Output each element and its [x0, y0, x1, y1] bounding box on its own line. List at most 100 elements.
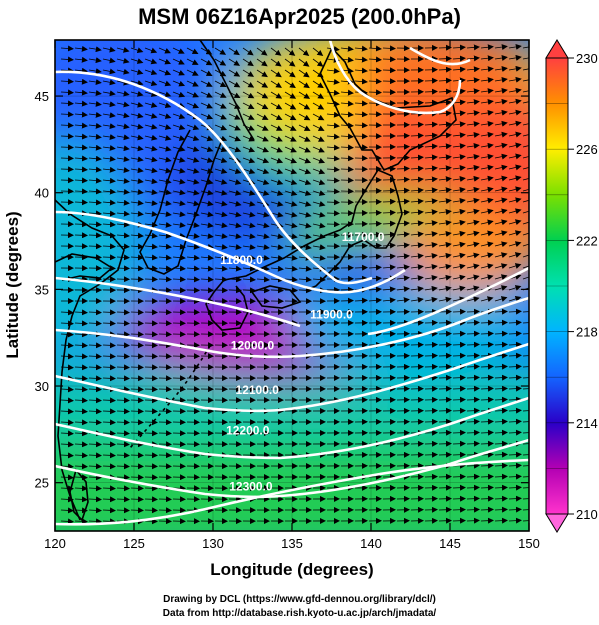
wind-vector: [452, 252, 466, 259]
wind-vector: [158, 221, 172, 228]
wind-vector: [130, 265, 144, 272]
wind-vector: [508, 295, 522, 302]
wind-vector: [116, 90, 130, 97]
wind-vector: [480, 230, 494, 237]
wind-vector: [382, 253, 396, 260]
wind-vector: [228, 124, 241, 131]
wind-vector: [382, 45, 396, 52]
wind-vector: [298, 135, 311, 142]
wind-vector: [494, 44, 508, 51]
wind-vector: [494, 241, 508, 248]
wind-vector: [494, 186, 508, 193]
wind-vector: [508, 484, 522, 491]
wind-vector: [494, 418, 508, 425]
wind-vector: [494, 66, 508, 72]
y-tick-label: 40: [35, 186, 49, 201]
wind-vector: [60, 320, 74, 327]
wind-vector: [186, 135, 200, 142]
wind-vector: [102, 507, 116, 514]
wind-vector: [144, 47, 158, 54]
wind-vector: [494, 175, 508, 182]
wind-vector: [256, 168, 270, 175]
wind-vector: [228, 200, 242, 207]
wind-vector: [270, 200, 284, 207]
wind-vector: [284, 211, 298, 218]
credit-drawing: Drawing by DCL (https://www.gfd-dennou.o…: [163, 594, 436, 605]
wind-vector: [116, 68, 130, 75]
wind-vector: [74, 397, 88, 404]
wind-vector: [466, 418, 480, 425]
contour-line: [55, 276, 301, 328]
wind-vector: [508, 263, 522, 269]
wind-vector: [424, 209, 438, 216]
wind-vector: [368, 286, 382, 293]
wind-vector: [270, 102, 283, 110]
wind-vector: [144, 112, 158, 119]
wind-vector: [228, 233, 242, 240]
wind-vector: [60, 441, 74, 448]
coast-ryukyu: [129, 345, 211, 449]
wind-vector: [508, 473, 522, 480]
wind-vector: [214, 47, 227, 55]
wind-vector: [508, 131, 522, 138]
wind-vector: [74, 375, 88, 382]
wind-vector: [438, 187, 452, 194]
contour-label: 11900.0: [310, 307, 353, 321]
wind-vector: [116, 342, 130, 349]
x-tick-label: 125: [123, 536, 145, 551]
wind-vector: [466, 55, 480, 62]
wind-vector: [228, 211, 242, 218]
wind-vector: [228, 69, 241, 77]
wind-vector: [466, 99, 480, 106]
wind-vector: [102, 123, 116, 130]
wind-vector: [452, 165, 466, 172]
wind-vector: [508, 142, 522, 149]
wind-vector: [158, 69, 172, 76]
wind-vector: [60, 45, 74, 52]
wind-vector: [466, 484, 480, 491]
wind-vector: [410, 264, 424, 271]
wind-vector: [508, 252, 522, 258]
wind-vector: [256, 179, 270, 185]
wind-vector: [298, 276, 312, 283]
wind-vector: [88, 408, 102, 415]
wind-vector: [424, 296, 438, 303]
wind-vector: [270, 157, 284, 164]
wind-vector: [88, 452, 102, 459]
wind-vector: [116, 353, 130, 360]
y-axis-ticks: 25 30 35 40 45: [35, 89, 529, 491]
wind-vector: [508, 98, 522, 105]
wind-vector: [326, 177, 340, 184]
wind-vector: [312, 91, 325, 99]
wind-vector: [466, 374, 480, 381]
wind-vector: [200, 211, 214, 218]
wind-vector: [326, 166, 340, 173]
wind-vector: [508, 197, 522, 204]
wind-vector: [438, 165, 452, 172]
wind-vector: [256, 69, 268, 78]
wind-vector: [494, 87, 508, 94]
wind-vector: [494, 120, 508, 127]
wind-vector: [326, 111, 340, 118]
wind-vector: [102, 177, 116, 184]
wind-vector: [242, 276, 256, 283]
wind-vector: [116, 320, 130, 327]
wind-vector: [424, 274, 438, 281]
contour-label: 11700.0: [342, 230, 385, 244]
contour-line: [328, 40, 462, 115]
wind-vector: [368, 264, 382, 271]
wind-vector: [284, 113, 297, 121]
wind-vector: [382, 198, 396, 205]
wind-vector: [214, 124, 228, 131]
wind-vector: [144, 156, 158, 163]
wind-vector: [242, 200, 256, 207]
wind-vector: [410, 187, 424, 194]
wind-vector: [130, 243, 144, 250]
wind-vector: [242, 244, 256, 251]
wind-vector: [172, 211, 186, 218]
wind-vector: [214, 254, 228, 261]
wind-vector: [298, 222, 312, 229]
wind-vector: [60, 56, 74, 63]
wind-vector: [130, 112, 144, 119]
x-tick-label: 130: [202, 536, 224, 551]
